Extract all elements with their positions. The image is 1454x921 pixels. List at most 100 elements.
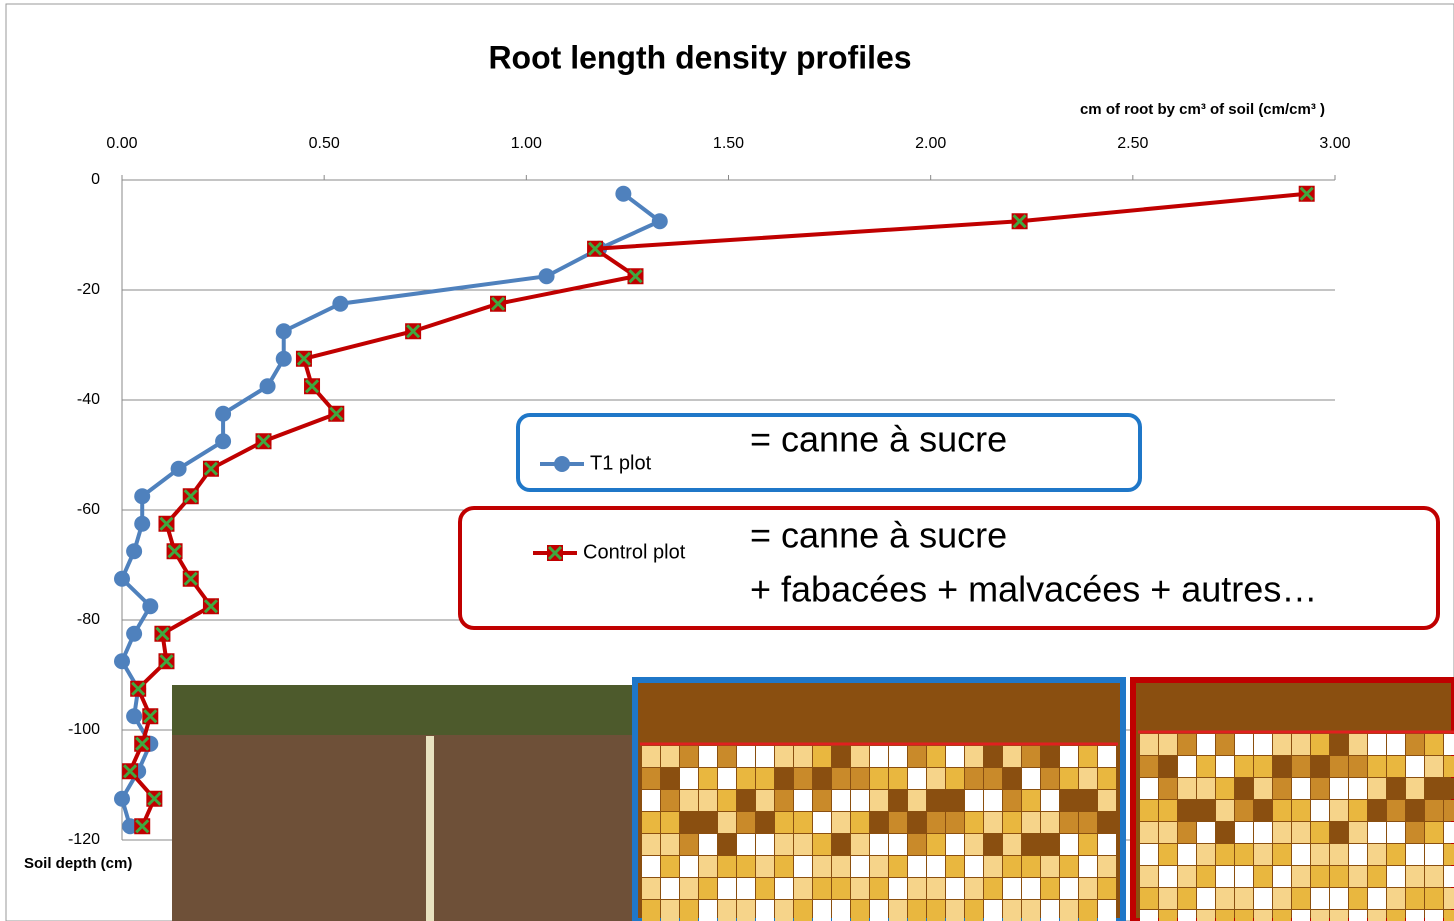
point bbox=[202, 460, 219, 477]
photo-cell bbox=[1387, 866, 1405, 887]
photo-cell bbox=[1273, 888, 1291, 909]
photo-cell bbox=[851, 834, 869, 855]
photo-cell bbox=[699, 768, 717, 789]
photo-cell bbox=[1349, 778, 1367, 799]
photo-cell bbox=[1235, 844, 1253, 865]
photo-cell bbox=[984, 812, 1002, 833]
photo-cell bbox=[1041, 790, 1059, 811]
photo-cell bbox=[1330, 866, 1348, 887]
photo-cell bbox=[1349, 734, 1367, 755]
photo-cell bbox=[1235, 756, 1253, 777]
photo-cell bbox=[1140, 910, 1158, 921]
point bbox=[490, 295, 507, 312]
photo-cell bbox=[680, 812, 698, 833]
photo-cell bbox=[642, 768, 660, 789]
y-tick-label: -60 bbox=[77, 501, 100, 518]
photo-cell bbox=[1140, 844, 1158, 865]
point bbox=[215, 433, 232, 450]
photo-cell bbox=[1159, 822, 1177, 843]
photo-cell bbox=[1022, 746, 1040, 767]
point bbox=[202, 598, 219, 615]
photo-cell bbox=[1292, 888, 1310, 909]
photo-cell bbox=[1273, 866, 1291, 887]
photo-cell bbox=[661, 790, 679, 811]
photo-cell bbox=[1444, 756, 1454, 777]
x-tick-label: 0.00 bbox=[106, 135, 137, 152]
photo-cell bbox=[851, 878, 869, 899]
photo-cell bbox=[661, 856, 679, 877]
photo-cell bbox=[718, 856, 736, 877]
photo-cell bbox=[1003, 856, 1021, 877]
photo-cell bbox=[832, 790, 850, 811]
photo-cell bbox=[661, 900, 679, 921]
photo-cell bbox=[1022, 834, 1040, 855]
photo-cell bbox=[965, 900, 983, 921]
photo-cell bbox=[1330, 888, 1348, 909]
photo-cell bbox=[1368, 800, 1386, 821]
photo-cell bbox=[1140, 734, 1158, 755]
photo-cell bbox=[1003, 878, 1021, 899]
point bbox=[615, 185, 632, 202]
photo-cell bbox=[1425, 756, 1443, 777]
point-cross bbox=[406, 324, 421, 339]
photo-cell bbox=[1041, 834, 1059, 855]
photo-cell bbox=[1330, 822, 1348, 843]
photo-cell bbox=[813, 834, 831, 855]
photo-cell bbox=[1216, 888, 1234, 909]
photo-cell bbox=[1387, 822, 1405, 843]
chart-title: Root length density profiles bbox=[488, 39, 911, 75]
photo-cell bbox=[1003, 768, 1021, 789]
y-tick-label: 0 bbox=[91, 171, 100, 188]
photo-cell bbox=[1159, 866, 1177, 887]
photo-cell bbox=[1079, 746, 1097, 767]
photo-cell bbox=[946, 790, 964, 811]
photo-cell bbox=[1178, 778, 1196, 799]
point-cross bbox=[143, 709, 158, 724]
photo-cell bbox=[1216, 800, 1234, 821]
photo-cell bbox=[889, 790, 907, 811]
point-cross bbox=[588, 241, 603, 256]
photo-cell bbox=[1098, 878, 1116, 899]
photo-cell bbox=[718, 834, 736, 855]
photo-cell bbox=[1273, 734, 1291, 755]
photo-cell bbox=[718, 878, 736, 899]
photo-cell bbox=[889, 834, 907, 855]
photo-cell bbox=[775, 834, 793, 855]
photo-cell bbox=[756, 746, 774, 767]
photo-cell bbox=[1003, 746, 1021, 767]
photo-cell bbox=[870, 790, 888, 811]
photo-cell bbox=[946, 812, 964, 833]
photo-cell bbox=[680, 746, 698, 767]
photo-cell bbox=[699, 812, 717, 833]
photo-cell bbox=[1140, 822, 1158, 843]
photo-cell bbox=[718, 768, 736, 789]
photo-cell bbox=[737, 856, 755, 877]
photo-cell bbox=[718, 812, 736, 833]
photo-cell bbox=[794, 790, 812, 811]
x-axis-label: cm of root by cm³ of soil (cm/cm³ ) bbox=[1080, 101, 1325, 118]
photo-cell bbox=[965, 812, 983, 833]
photo-cell bbox=[1406, 800, 1424, 821]
photo-cell bbox=[813, 790, 831, 811]
point-cross bbox=[135, 819, 150, 834]
photo-cell bbox=[1041, 746, 1059, 767]
photo-cell bbox=[1311, 888, 1329, 909]
photo-cell bbox=[1235, 866, 1253, 887]
photo-cell bbox=[1197, 910, 1215, 921]
photo-cell bbox=[1349, 888, 1367, 909]
point bbox=[114, 790, 130, 807]
annotation: = canne à sucre bbox=[750, 515, 1007, 556]
x-tick-label: 1.50 bbox=[713, 135, 744, 152]
photo-cell bbox=[1368, 910, 1386, 921]
photo-cell bbox=[1254, 844, 1272, 865]
photo-stake bbox=[426, 736, 434, 921]
point-cross bbox=[135, 736, 150, 751]
photo-cell bbox=[1079, 834, 1097, 855]
photo-cell bbox=[1079, 856, 1097, 877]
photo-cell bbox=[984, 900, 1002, 921]
photo-cell bbox=[1060, 878, 1078, 899]
photo-cell bbox=[1425, 888, 1443, 909]
photo-cell bbox=[642, 856, 660, 877]
photo-cell bbox=[1311, 910, 1329, 921]
photo-cell bbox=[1330, 756, 1348, 777]
